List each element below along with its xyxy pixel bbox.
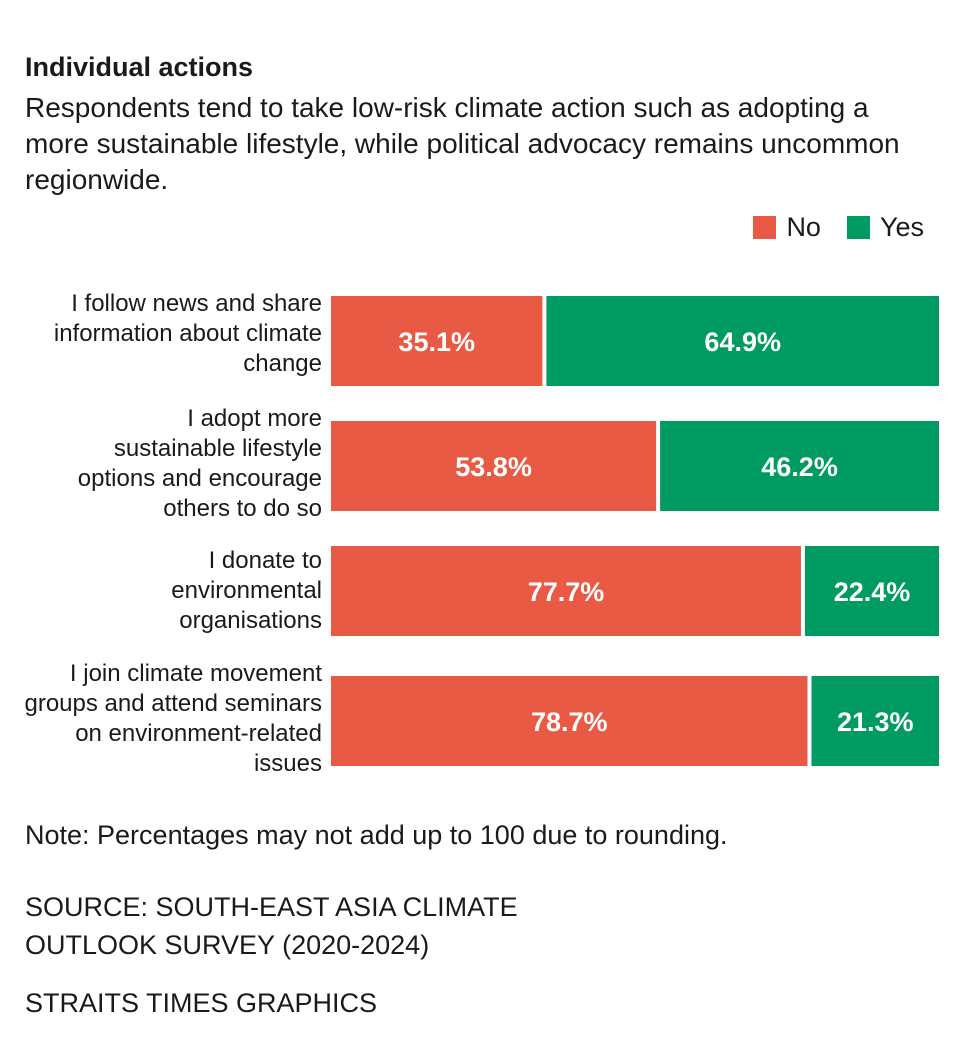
legend-label-yes: Yes xyxy=(879,212,924,242)
legend-label-no: No xyxy=(786,212,821,242)
bar-yes-2-label: 46.2% xyxy=(761,452,838,482)
category-label-3: I donate to environmental organisations xyxy=(171,547,322,634)
bar-yes-4 xyxy=(811,676,939,766)
legend-swatch-no xyxy=(753,216,777,239)
bar-yes-4-label: 21.3% xyxy=(837,707,914,737)
bar-yes-2 xyxy=(660,421,939,511)
bar-no-1-label: 35.1% xyxy=(398,327,475,357)
bar-no-4 xyxy=(331,676,808,766)
chart-note: Note: Percentages may not add up to 100 … xyxy=(25,820,728,850)
bar-yes-1 xyxy=(546,296,939,386)
category-label-1: I follow news and share information abou… xyxy=(53,290,322,377)
bar-yes-3 xyxy=(804,546,939,636)
chart-title: Individual actions xyxy=(25,52,254,82)
legend-swatch-yes xyxy=(846,216,870,239)
category-label-2: I adopt more sustainable lifestyle optio… xyxy=(77,405,322,522)
chart-subtitle: Respondents tend to take low-risk climat… xyxy=(25,92,900,195)
legend-item-yes: Yes xyxy=(846,212,924,243)
category-label-4: I join climate movement groups and atten… xyxy=(24,660,322,777)
bar-yes-3-label: 22.4% xyxy=(834,577,911,607)
bar-no-4-label: 78.7% xyxy=(531,707,608,737)
chart-source: SOURCE: SOUTH-EAST ASIA CLIMATE OUTLOOK … xyxy=(25,892,518,960)
chart-credit: STRAITS TIMES GRAPHICS xyxy=(25,988,378,1018)
bar-no-1 xyxy=(331,296,543,386)
bar-yes-1-label: 64.9% xyxy=(704,327,781,357)
legend: No Yes xyxy=(753,212,924,243)
bar-no-2-label: 53.8% xyxy=(455,452,532,482)
legend-item-no: No xyxy=(753,212,821,243)
bar-no-3 xyxy=(331,546,801,636)
bar-no-3-label: 77.7% xyxy=(528,577,605,607)
bar-no-2 xyxy=(331,421,657,511)
